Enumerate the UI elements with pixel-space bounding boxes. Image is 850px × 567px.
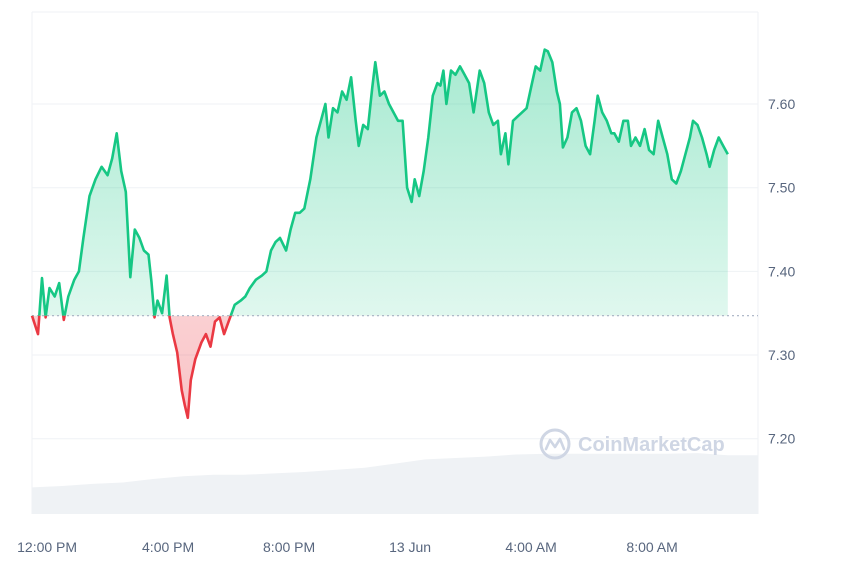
x-tick-label: 8:00 AM (626, 539, 677, 555)
area-above-baseline (32, 49, 728, 316)
y-tick-label: 7.20 (768, 431, 795, 447)
y-tick-label: 7.30 (768, 347, 795, 363)
x-tick-label: 4:00 PM (142, 539, 194, 555)
x-tick-label: 13 Jun (389, 539, 431, 555)
watermark: CoinMarketCap (539, 428, 725, 460)
y-tick-label: 7.60 (768, 96, 795, 112)
y-axis: 7.60 7.50 7.40 7.30 7.20 (768, 96, 795, 447)
x-tick-label: 4:00 AM (505, 539, 556, 555)
watermark-text: CoinMarketCap (578, 434, 725, 456)
volume-fill (32, 453, 758, 514)
price-areas (32, 49, 728, 418)
x-tick-label: 12:00 PM (17, 539, 77, 555)
x-axis: 12:00 PM 4:00 PM 8:00 PM 13 Jun 4:00 AM 8:00 … (17, 539, 678, 555)
price-line-up (31, 48, 729, 316)
price-lines (30, 48, 729, 420)
x-tick-label: 8:00 PM (263, 539, 315, 555)
area-below-baseline (32, 315, 231, 418)
y-tick-label: 7.50 (768, 180, 795, 196)
volume-area (32, 453, 758, 514)
y-tick-label: 7.40 (768, 263, 795, 279)
coinmarketcap-logo-icon (539, 428, 571, 460)
